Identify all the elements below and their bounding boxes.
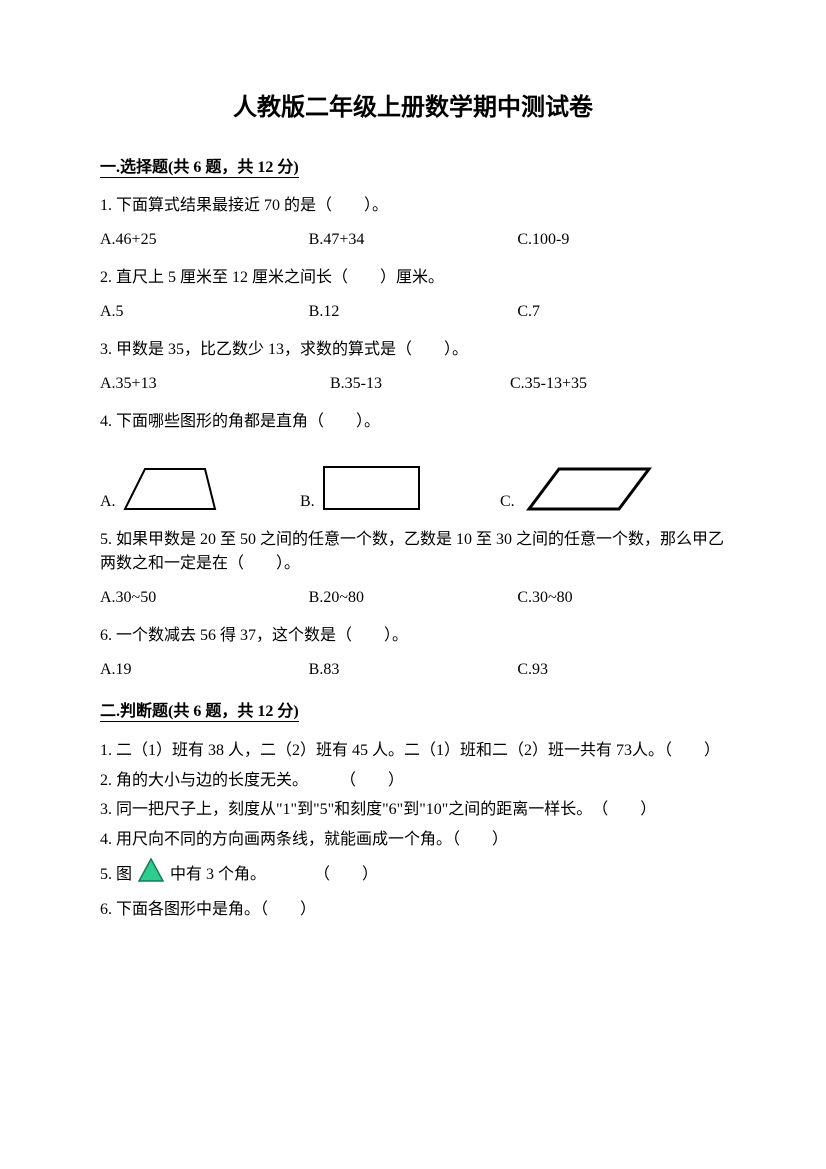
- rectangle-icon: [319, 462, 424, 514]
- q3-option-b[interactable]: B.35-13: [330, 372, 510, 396]
- q6-option-c[interactable]: C.93: [517, 658, 726, 682]
- tf-q5-before: 5. 图: [100, 862, 132, 888]
- q2-option-a[interactable]: A.5: [100, 300, 309, 324]
- tf-q6: 6. 下面各图形中是角。（ ）: [100, 897, 726, 923]
- q4-text: 4. 下面哪些图形的角都是直角（ ）。: [100, 410, 726, 434]
- q3-option-c[interactable]: C.35-13+35: [510, 372, 726, 396]
- q4-option-a[interactable]: A.: [100, 464, 300, 514]
- q2: 2. 直尺上 5 厘米至 12 厘米之间长（ ）厘米。 A.5 B.12 C.7: [100, 266, 726, 324]
- section2-header: 二.判断题(共 6 题，共 12 分): [100, 700, 726, 724]
- q1-option-c[interactable]: C.100-9: [517, 228, 726, 252]
- q3-text: 3. 甲数是 35，比乙数少 13，求数的算式是（ ）。: [100, 338, 726, 362]
- tf-q4: 4. 用尺向不同的方向画两条线，就能画成一个角。（ ）: [100, 827, 726, 853]
- q5: 5. 如果甲数是 20 至 50 之间的任意一个数，乙数是 10 至 30 之间…: [100, 528, 726, 610]
- q4-option-b-label: B.: [300, 490, 315, 514]
- tf-q3: 3. 同一把尺子上，刻度从"1"到"5"和刻度"6"到"10"之间的距离一样长。…: [100, 797, 726, 823]
- q4: 4. 下面哪些图形的角都是直角（ ）。 A. B. C.: [100, 410, 726, 514]
- section1-header-text: 一.选择题(共 6 题，共 12 分): [100, 159, 299, 178]
- q6-option-a[interactable]: A.19: [100, 658, 309, 682]
- q1-option-a[interactable]: A.46+25: [100, 228, 309, 252]
- q2-text: 2. 直尺上 5 厘米至 12 厘米之间长（ ）厘米。: [100, 266, 726, 290]
- q4-option-c-label: C.: [500, 490, 515, 514]
- section1-header: 一.选择题(共 6 题，共 12 分): [100, 156, 726, 180]
- page-title: 人教版二年级上册数学期中测试卷: [100, 90, 726, 126]
- q4-option-a-label: A.: [100, 490, 116, 514]
- q3-option-a[interactable]: A.35+13: [100, 372, 330, 396]
- q2-option-c[interactable]: C.7: [517, 300, 726, 324]
- parallelogram-icon: [519, 464, 659, 514]
- trapezoid-icon: [120, 464, 220, 514]
- q5-text: 5. 如果甲数是 20 至 50 之间的任意一个数，乙数是 10 至 30 之间…: [100, 528, 726, 576]
- q3: 3. 甲数是 35，比乙数少 13，求数的算式是（ ）。 A.35+13 B.3…: [100, 338, 726, 396]
- q6-text: 6. 一个数减去 56 得 37，这个数是（ ）。: [100, 624, 726, 648]
- section2-header-text: 二.判断题(共 6 题，共 12 分): [100, 703, 299, 722]
- q4-option-c[interactable]: C.: [500, 464, 726, 514]
- q2-option-b[interactable]: B.12: [309, 300, 518, 324]
- tf-q5: 5. 图 中有 3 个角。 （ ）: [100, 856, 726, 893]
- q5-option-c[interactable]: C.30~80: [517, 586, 726, 610]
- triangle-shape: [139, 859, 163, 881]
- tf-q2: 2. 角的大小与边的长度无关。 （ ）: [100, 768, 726, 794]
- q1-option-b[interactable]: B.47+34: [309, 228, 518, 252]
- triangle-icon: [136, 856, 166, 893]
- q5-option-b[interactable]: B.20~80: [309, 586, 518, 610]
- q6: 6. 一个数减去 56 得 37，这个数是（ ）。 A.19 B.83 C.93: [100, 624, 726, 682]
- q1: 1. 下面算式结果最接近 70 的是（ ）。 A.46+25 B.47+34 C…: [100, 194, 726, 252]
- tf-q1: 1. 二（1）班有 38 人，二（2）班有 45 人。二（1）班和二（2）班一共…: [100, 738, 726, 764]
- tf-q5-after: 中有 3 个角。 （ ）: [170, 862, 378, 888]
- q5-option-a[interactable]: A.30~50: [100, 586, 309, 610]
- q6-option-b[interactable]: B.83: [309, 658, 518, 682]
- q1-text: 1. 下面算式结果最接近 70 的是（ ）。: [100, 194, 726, 218]
- q4-option-b[interactable]: B.: [300, 462, 500, 514]
